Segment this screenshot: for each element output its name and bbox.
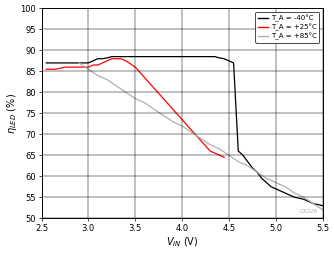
X-axis label: $V_{IN}$ (V): $V_{IN}$ (V) — [166, 235, 198, 249]
Text: CX226: CX226 — [300, 209, 318, 214]
Y-axis label: $\eta_{LED}$ (%): $\eta_{LED}$ (%) — [5, 93, 19, 134]
Legend: T_A = -40°C, T_A = +25°C, T_A = +85°C: T_A = -40°C, T_A = +25°C, T_A = +85°C — [255, 12, 319, 43]
